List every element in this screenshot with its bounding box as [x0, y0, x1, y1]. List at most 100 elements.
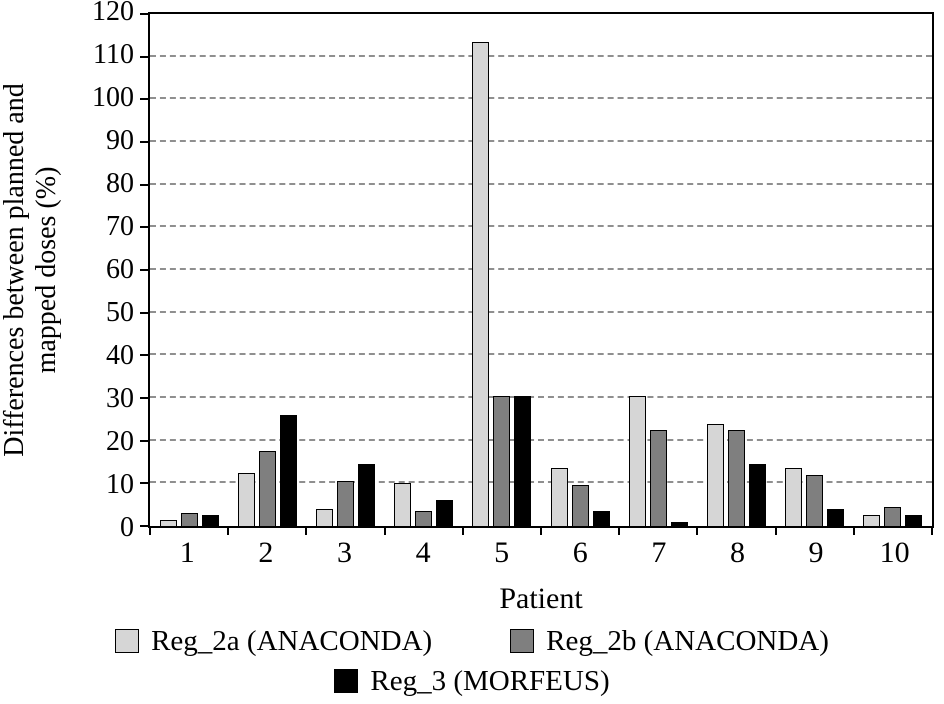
y-tick-mark-20: [140, 439, 150, 442]
bar-series-1-patient-10: [863, 515, 881, 526]
bar-series-1-patient-4: [394, 483, 412, 526]
gridline-40: [150, 353, 932, 356]
plot-wrap: [140, 12, 934, 535]
bar-series-2-patient-3: [337, 481, 354, 526]
y-tick-label-120: 120: [92, 0, 134, 27]
y-tick-label-40: 40: [106, 340, 134, 371]
legend-label: Reg_2b (ANACONDA): [546, 625, 829, 657]
plot-area: [140, 12, 934, 535]
legend-swatch-icon: [334, 669, 359, 693]
bar-series-2-patient-5: [493, 395, 511, 526]
y-tick-label-10: 10: [106, 469, 134, 500]
y-tick-label-20: 20: [106, 426, 134, 457]
gridline-110: [150, 54, 932, 57]
x-tick-mark-8: [774, 526, 777, 535]
y-tick-label-50: 50: [106, 297, 134, 328]
x-category-label-4: 4: [415, 536, 431, 569]
y-tick-mark-10: [140, 482, 150, 485]
bar-series-1-patient-6: [550, 468, 568, 526]
bar-series-3-patient-8: [749, 464, 767, 526]
bar-series-2-patient-2: [258, 451, 276, 526]
legend-label: Reg_3 (MORFEUS): [370, 665, 610, 697]
x-tick-mark-7: [696, 526, 699, 535]
gridline-30: [150, 396, 932, 398]
y-tick-mark-0: [140, 525, 150, 527]
x-tick-mark-3: [383, 526, 386, 535]
x-category-label-8: 8: [729, 536, 745, 569]
x-tick-mark-6: [618, 526, 621, 535]
y-tick-label-0: 0: [120, 512, 134, 543]
bar-group-patient-4: [385, 14, 463, 526]
x-category-label-3: 3: [336, 536, 352, 569]
y-axis-title-line-1: Differences between planned and: [0, 83, 30, 457]
y-tick-label-110: 110: [93, 39, 134, 70]
x-category-label-6: 6: [572, 536, 588, 569]
x-category-label-2: 2: [258, 536, 274, 569]
bar-series-3-patient-4: [436, 500, 454, 526]
bar-series-3-patient-10: [905, 515, 923, 526]
x-tick-mark-4: [461, 526, 464, 535]
x-category-label-1: 1: [179, 536, 195, 569]
x-tick-mark-9: [852, 526, 855, 535]
y-tick-mark-90: [140, 141, 150, 143]
gridline-70: [150, 225, 932, 228]
gridline-50: [150, 310, 932, 313]
bar-series-1-patient-7: [628, 395, 646, 526]
bar-series-2-patient-4: [415, 511, 433, 526]
bar-series-2-patient-6: [571, 485, 589, 526]
bar-group-patient-10: [854, 14, 932, 526]
y-tick-label-90: 90: [106, 125, 134, 156]
y-tick-label-80: 80: [106, 168, 134, 199]
bar-series-3-patient-1: [201, 515, 219, 526]
bar-group-patient-8: [697, 14, 775, 526]
bar-group-patient-9: [776, 14, 854, 526]
bar-group-patient-6: [541, 14, 619, 526]
gridline-60: [150, 268, 932, 270]
x-category-label-10: 10: [879, 536, 910, 569]
y-axis-tick-labels: 0 10 20 30 40 50 60 70 80 90 100 110 120: [58, 0, 134, 542]
y-tick-mark-40: [140, 354, 150, 357]
x-tick-mark-0: [149, 526, 151, 535]
gridline-80: [150, 182, 932, 185]
bar-series-2-patient-10: [884, 506, 902, 526]
y-tick-mark-60: [140, 269, 150, 271]
bar-group-patient-7: [619, 14, 697, 526]
legend-row-1: Reg_2a (ANACONDA) Reg_2b (ANACONDA): [0, 624, 944, 658]
bar-series-3-patient-9: [827, 508, 845, 526]
bar-group-patient-3: [306, 14, 384, 526]
legend-label: Reg_2a (ANACONDA): [151, 625, 433, 657]
y-tick-mark-100: [140, 98, 150, 101]
x-tick-mark-5: [540, 526, 542, 535]
y-tick-mark-70: [140, 226, 150, 229]
bar-series-2-patient-1: [180, 513, 198, 526]
y-tick-mark-120: [140, 13, 150, 15]
x-tick-mark-2: [305, 526, 308, 535]
bar-series-2-patient-8: [728, 430, 746, 526]
bar-series-1-patient-5: [472, 41, 490, 526]
bar-series-3-patient-6: [592, 511, 610, 526]
legend-swatch-icon: [510, 629, 535, 653]
bar-series-3-patient-5: [514, 395, 532, 526]
bar-group-patient-1: [150, 14, 228, 526]
y-tick-label-70: 70: [106, 211, 134, 242]
x-tick-mark-1: [227, 526, 230, 535]
y-tick-label-60: 60: [106, 254, 134, 285]
x-category-label-7: 7: [651, 536, 667, 569]
x-category-label-5: 5: [494, 536, 510, 569]
x-axis-category-labels: 1 2 3 4 5 6 7 8 9 10: [148, 534, 934, 572]
gridline-100: [150, 97, 932, 100]
bar-series-3-patient-2: [279, 415, 297, 526]
gridline-90: [150, 140, 932, 142]
y-tick-mark-80: [140, 183, 150, 186]
bar-series-3-patient-7: [670, 521, 688, 526]
bar-series-1-patient-1: [159, 519, 177, 526]
legend-item-1: Reg_2a (ANACONDA): [115, 624, 432, 658]
y-tick-mark-110: [140, 55, 150, 58]
y-tick-mark-50: [140, 311, 150, 314]
bar-groups: [150, 14, 932, 526]
bar-series-2-patient-7: [649, 430, 667, 526]
legend-swatch-icon: [115, 629, 140, 653]
bar-group-patient-5: [463, 14, 541, 526]
bar-series-1-patient-8: [707, 423, 725, 526]
